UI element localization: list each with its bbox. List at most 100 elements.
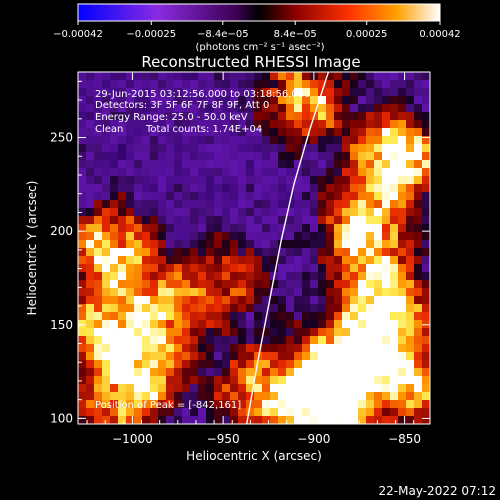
heatmap-cell <box>286 216 294 224</box>
heatmap-cell <box>238 152 246 160</box>
heatmap-cell <box>270 400 278 408</box>
heatmap-cell <box>366 304 374 312</box>
heatmap-cell <box>310 288 318 296</box>
heatmap-cell <box>318 168 326 176</box>
heatmap-cell <box>294 304 302 312</box>
heatmap-cell <box>302 96 310 104</box>
heatmap-cell <box>118 128 126 136</box>
heatmap-cell <box>110 384 118 392</box>
heatmap-cell <box>270 176 278 184</box>
heatmap-cell <box>190 304 198 312</box>
heatmap-cell <box>286 392 294 400</box>
heatmap-cell <box>126 208 134 216</box>
heatmap-cell <box>342 360 350 368</box>
heatmap-cell <box>166 224 174 232</box>
heatmap-cell <box>382 328 390 336</box>
heatmap-cell <box>294 144 302 152</box>
heatmap-cell <box>158 80 166 88</box>
heatmap-cell <box>238 368 246 376</box>
heatmap-cell <box>206 384 214 392</box>
heatmap-cell <box>294 368 302 376</box>
heatmap-cell <box>254 176 262 184</box>
heatmap-cell <box>422 400 430 408</box>
heatmap-cell <box>382 184 390 192</box>
heatmap-cell <box>398 144 406 152</box>
heatmap-cell <box>110 416 118 424</box>
heatmap-cell <box>302 416 310 424</box>
heatmap-cell <box>182 256 190 264</box>
heatmap-cell <box>358 360 366 368</box>
heatmap-cell <box>166 352 174 360</box>
heatmap-cell <box>94 96 102 104</box>
heatmap-cell <box>390 368 398 376</box>
heatmap-cell <box>294 328 302 336</box>
heatmap-cell <box>118 72 126 80</box>
heatmap-cell <box>110 288 118 296</box>
heatmap-cell <box>150 168 158 176</box>
heatmap-cell <box>118 344 126 352</box>
heatmap-cell <box>310 136 318 144</box>
heatmap-cell <box>86 384 94 392</box>
heatmap-cell <box>318 112 326 120</box>
heatmap-cell <box>214 320 222 328</box>
heatmap-cell <box>94 368 102 376</box>
heatmap-cell <box>238 272 246 280</box>
heatmap-cell <box>134 328 142 336</box>
heatmap-cell <box>246 168 254 176</box>
heatmap-cell <box>366 216 374 224</box>
heatmap-cell <box>366 240 374 248</box>
heatmap-cell <box>382 288 390 296</box>
heatmap-cell <box>326 360 334 368</box>
heatmap-cell <box>174 264 182 272</box>
heatmap-cell <box>198 144 206 152</box>
heatmap-cell <box>278 152 286 160</box>
heatmap-cell <box>126 144 134 152</box>
heatmap-cell <box>310 128 318 136</box>
heatmap-cell <box>334 200 342 208</box>
heatmap-cell <box>214 176 222 184</box>
heatmap-cell <box>358 392 366 400</box>
heatmap-cell <box>86 368 94 376</box>
heatmap-cell <box>342 120 350 128</box>
heatmap-cell <box>166 72 174 80</box>
heatmap-cell <box>214 288 222 296</box>
heatmap-cell <box>342 104 350 112</box>
heatmap-cell <box>374 248 382 256</box>
heatmap-cell <box>158 96 166 104</box>
heatmap-cell <box>174 144 182 152</box>
heatmap-cell <box>246 288 254 296</box>
heatmap-cell <box>246 160 254 168</box>
heatmap-cell <box>158 360 166 368</box>
heatmap-cell <box>238 240 246 248</box>
heatmap-cell <box>302 304 310 312</box>
heatmap-cell <box>174 352 182 360</box>
heatmap-cell <box>310 384 318 392</box>
heatmap-cell <box>350 344 358 352</box>
heatmap-cell <box>358 272 366 280</box>
heatmap-cell <box>358 312 366 320</box>
heatmap-cell <box>166 128 174 136</box>
heatmap-cell <box>422 368 430 376</box>
heatmap-cell <box>310 392 318 400</box>
heatmap-cell <box>206 112 214 120</box>
heatmap-cell <box>406 376 414 384</box>
heatmap-cell <box>358 112 366 120</box>
heatmap-cell <box>158 168 166 176</box>
heatmap-cell <box>222 200 230 208</box>
heatmap-cell <box>270 72 278 80</box>
heatmap-cell <box>302 184 310 192</box>
heatmap-cell <box>342 80 350 88</box>
heatmap-cell <box>342 240 350 248</box>
heatmap-cell <box>174 392 182 400</box>
heatmap-cell <box>294 376 302 384</box>
heatmap-cell <box>318 128 326 136</box>
heatmap-cell <box>342 88 350 96</box>
heatmap-cell <box>118 168 126 176</box>
heatmap-cell <box>222 320 230 328</box>
heatmap-cell <box>190 144 198 152</box>
heatmap-cell <box>278 168 286 176</box>
heatmap-cell <box>414 344 422 352</box>
heatmap-cell <box>342 296 350 304</box>
heatmap-cell <box>190 320 198 328</box>
heatmap-cell <box>118 136 126 144</box>
